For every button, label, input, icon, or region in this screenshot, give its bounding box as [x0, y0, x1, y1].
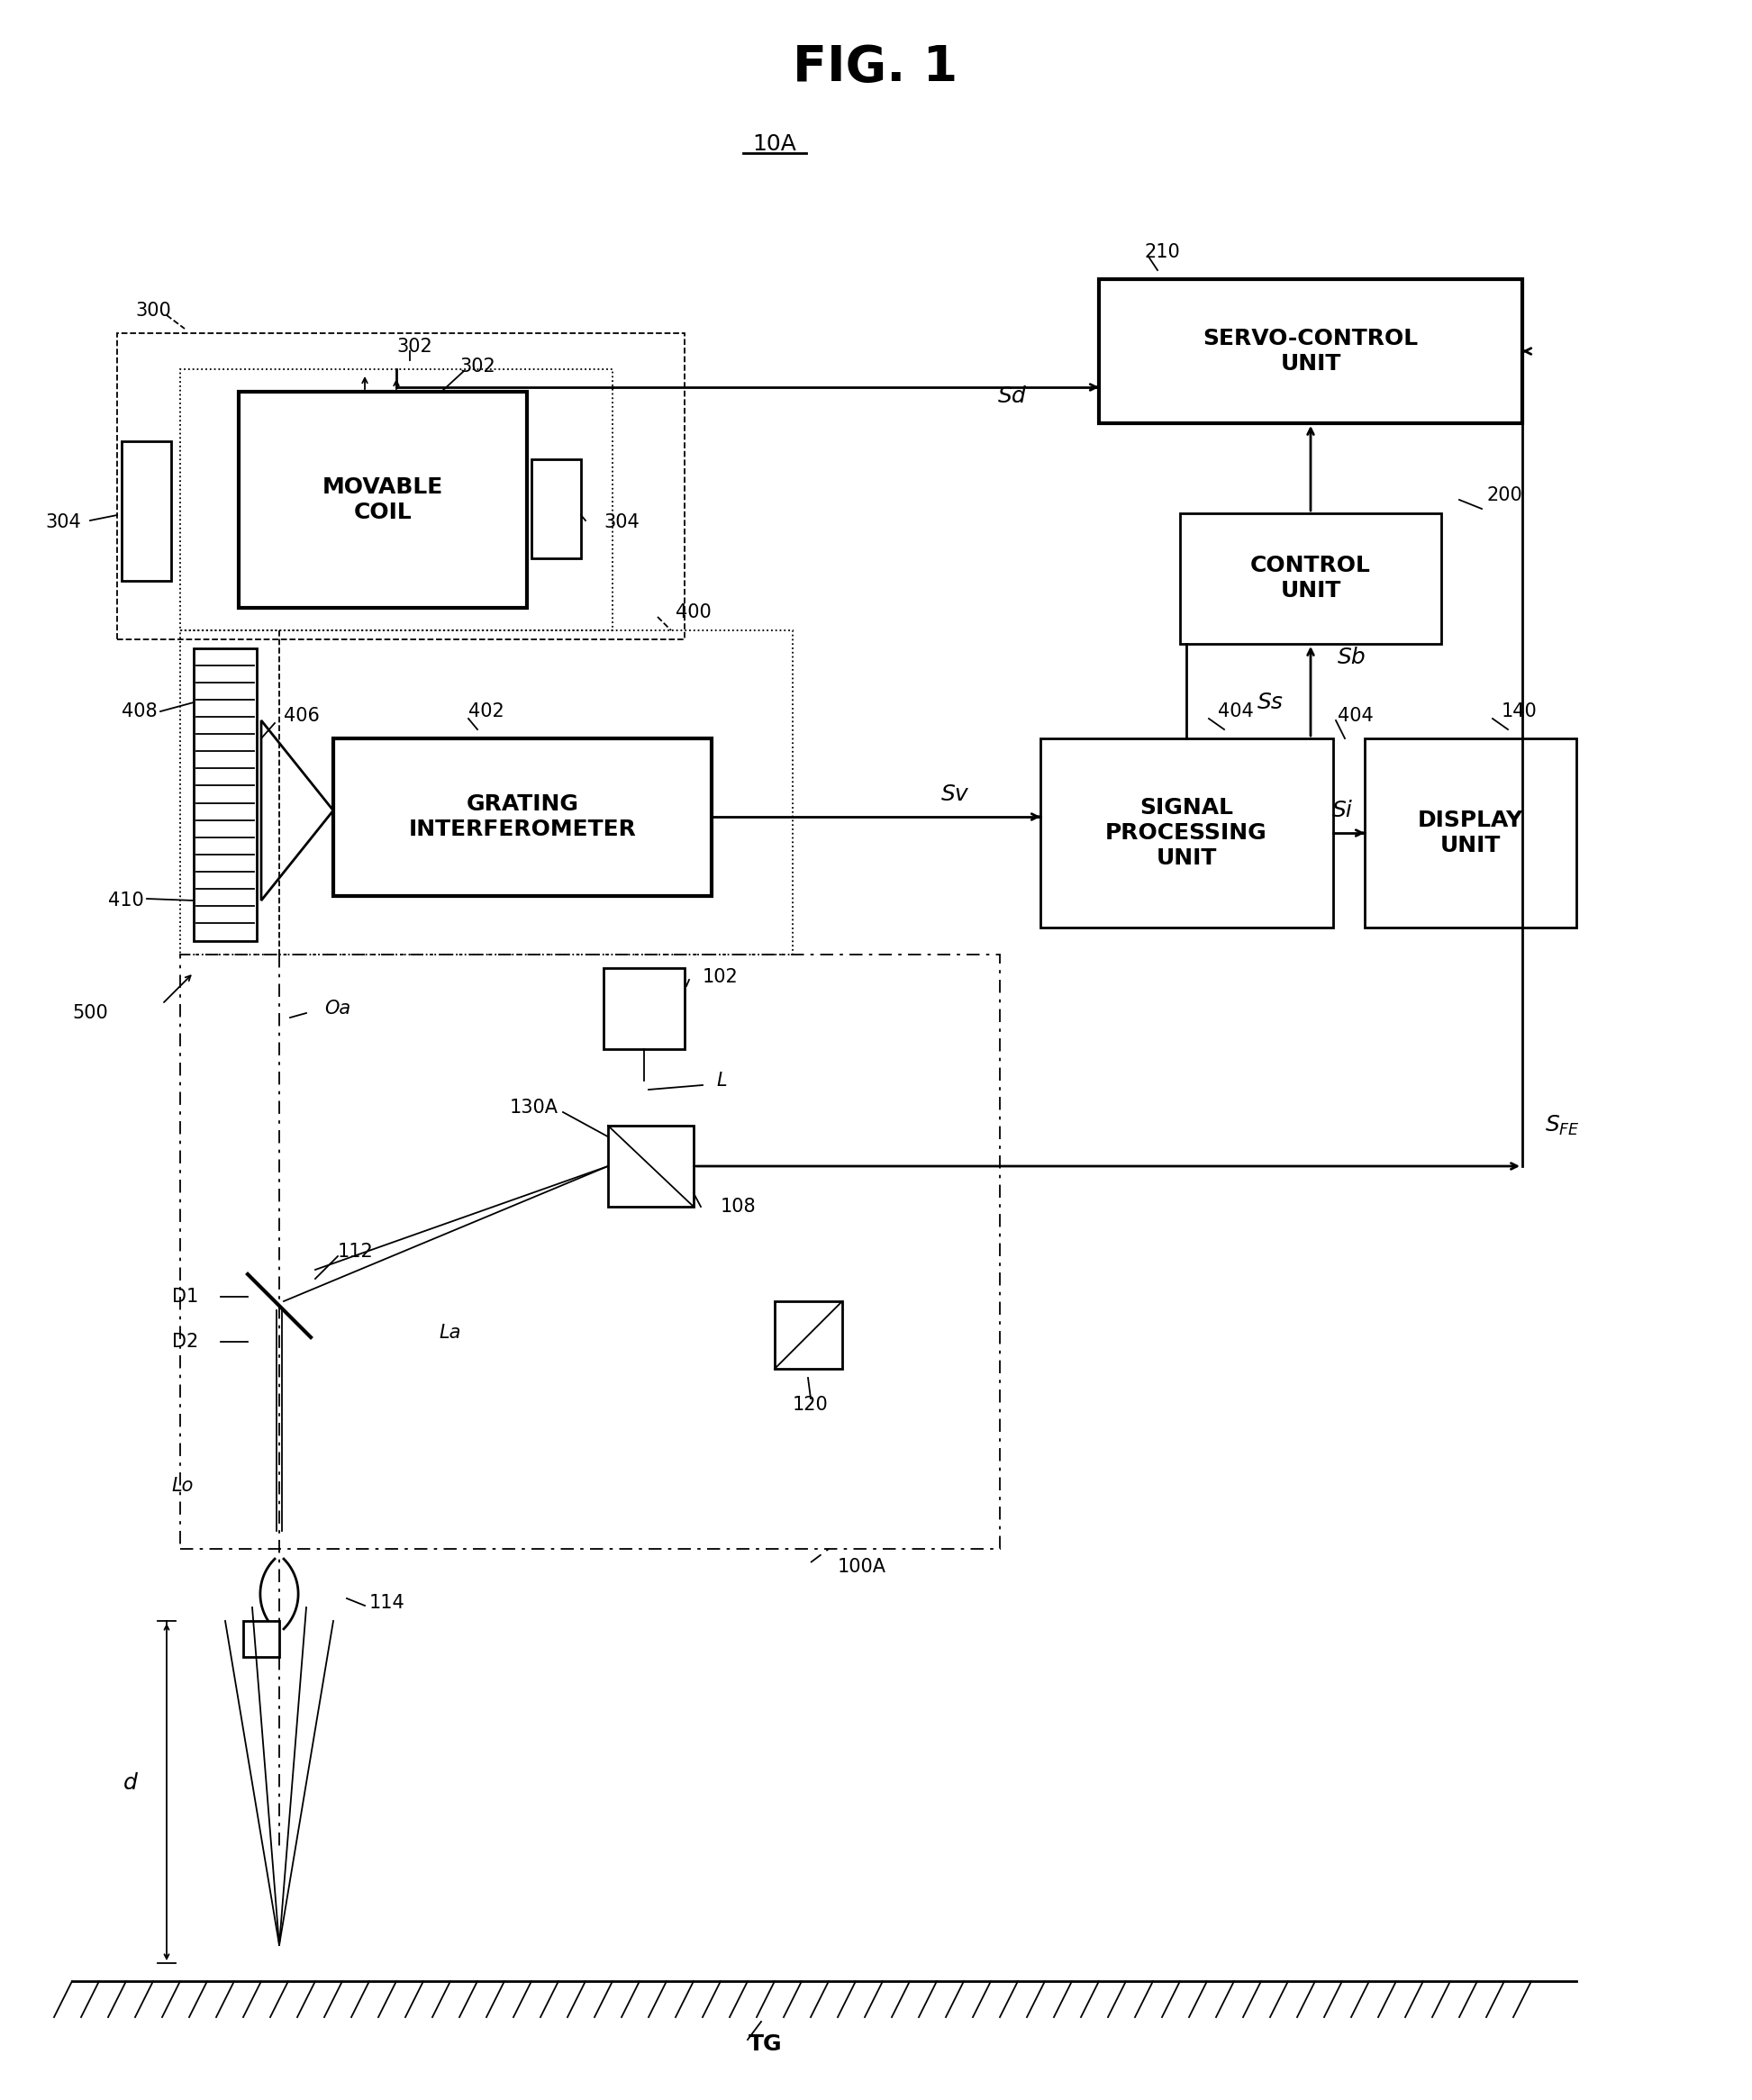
Bar [180, 370, 613, 630]
Bar [608, 1126, 694, 1208]
Text: La: La [440, 1323, 461, 1342]
Text: Sb: Sb [1337, 647, 1367, 668]
Text: 404: 404 [1218, 701, 1254, 720]
Text: 300: 300 [135, 302, 172, 319]
Text: 408: 408 [123, 701, 158, 720]
Text: Sv: Sv [941, 783, 969, 804]
Text: $S_{FE}$: $S_{FE}$ [1545, 1113, 1580, 1138]
Bar [333, 739, 711, 897]
Text: 406: 406 [284, 708, 319, 724]
Text: 200: 200 [1486, 487, 1522, 504]
Bar [180, 956, 1000, 1550]
Text: Si: Si [1332, 800, 1353, 821]
Bar [1099, 279, 1522, 424]
Text: CONTROL
UNIT: CONTROL UNIT [1251, 554, 1370, 601]
Text: Ss: Ss [1258, 691, 1284, 714]
Text: TG: TG [748, 2033, 783, 2056]
Bar [774, 1302, 843, 1369]
Text: MOVABLE
COIL: MOVABLE COIL [322, 477, 443, 523]
Text: 140: 140 [1501, 701, 1538, 720]
Text: 500: 500 [72, 1004, 109, 1023]
Text: Sd: Sd [999, 386, 1027, 407]
Text: 302: 302 [459, 357, 496, 376]
Bar [603, 968, 685, 1050]
Text: 100A: 100A [837, 1558, 887, 1575]
Text: Lo: Lo [172, 1476, 194, 1495]
Text: 108: 108 [720, 1197, 757, 1216]
Text: 302: 302 [396, 338, 433, 355]
Text: FIG. 1: FIG. 1 [794, 44, 958, 92]
Text: 130A: 130A [510, 1098, 559, 1117]
Text: 120: 120 [794, 1396, 829, 1413]
Bar [180, 630, 792, 956]
Text: L: L [717, 1071, 727, 1090]
Text: 114: 114 [370, 1594, 405, 1613]
Text: 10A: 10A [753, 132, 797, 155]
Text: d: d [123, 1772, 138, 1793]
Bar [1041, 739, 1333, 928]
Text: 402: 402 [468, 701, 505, 720]
Bar [121, 441, 172, 582]
Text: Oa: Oa [324, 1000, 350, 1018]
Text: 404: 404 [1339, 708, 1374, 724]
Text: 400: 400 [676, 603, 711, 622]
Bar [1365, 739, 1577, 928]
Text: D2: D2 [172, 1334, 198, 1350]
Text: 102: 102 [703, 968, 738, 987]
Text: 210: 210 [1144, 244, 1179, 260]
Text: DISPLAY
UNIT: DISPLAY UNIT [1417, 811, 1522, 857]
Text: 304: 304 [46, 512, 81, 531]
Text: 112: 112 [338, 1243, 373, 1260]
Text: 410: 410 [109, 893, 144, 909]
Text: 304: 304 [603, 512, 639, 531]
Text: SERVO-CONTROL
UNIT: SERVO-CONTROL UNIT [1204, 328, 1419, 374]
Bar [1181, 512, 1442, 645]
Text: SIGNAL
PROCESSING
UNIT: SIGNAL PROCESSING UNIT [1106, 798, 1267, 869]
Bar [531, 460, 582, 559]
Bar [244, 1621, 279, 1657]
Bar [238, 393, 527, 607]
Bar [117, 334, 685, 638]
Text: D1: D1 [172, 1287, 198, 1306]
Text: GRATING
INTERFEROMETER: GRATING INTERFEROMETER [408, 794, 636, 840]
Bar [194, 649, 258, 941]
